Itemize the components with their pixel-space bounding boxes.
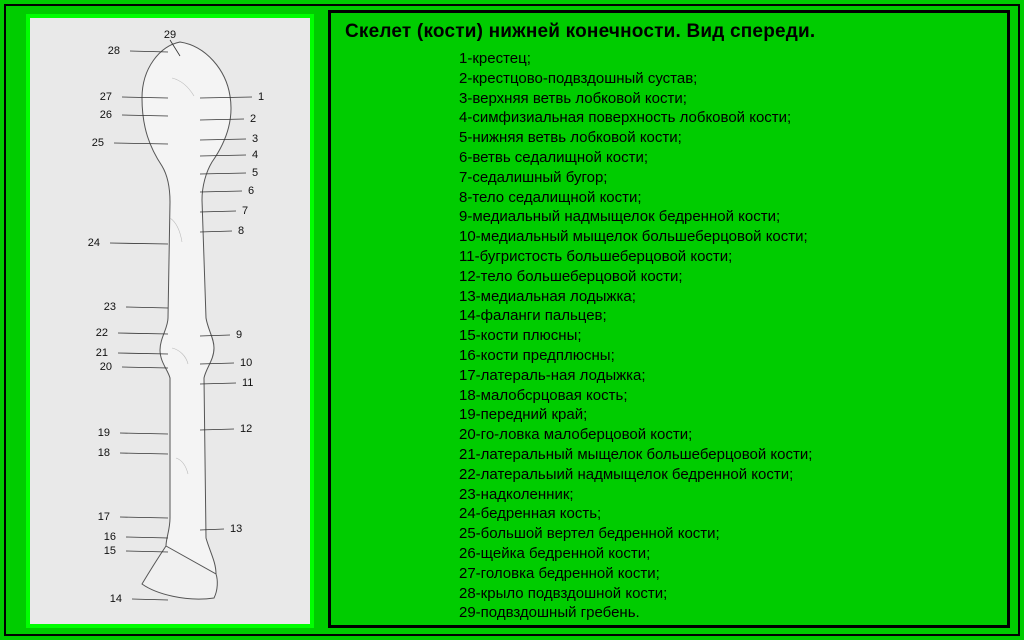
svg-text:18: 18 — [98, 447, 110, 459]
list-item: 15-кости плюсны; — [459, 326, 997, 346]
illustration-panel: 2928272625242322212019181716151412345678… — [26, 14, 314, 628]
svg-text:26: 26 — [100, 109, 112, 121]
svg-text:1: 1 — [258, 91, 264, 103]
svg-text:27: 27 — [100, 91, 112, 103]
svg-text:11: 11 — [242, 377, 253, 389]
list-item: 1-крестец; — [459, 49, 997, 69]
svg-text:9: 9 — [236, 329, 242, 341]
svg-text:12: 12 — [240, 423, 252, 435]
svg-text:24: 24 — [88, 237, 100, 249]
list-item: 20-го-ловка малоберцовой кости; — [459, 425, 997, 445]
svg-text:16: 16 — [104, 531, 116, 543]
svg-text:19: 19 — [98, 427, 110, 439]
list-item: 16-кости предплюсны; — [459, 346, 997, 366]
svg-text:3: 3 — [252, 133, 258, 145]
svg-text:8: 8 — [238, 225, 244, 237]
list-item: 2-крестцово-подвздошный сустав; — [459, 69, 997, 89]
svg-text:23: 23 — [104, 301, 116, 313]
list-item: 21-латеральный мыщелок большеберцовой ко… — [459, 445, 997, 465]
list-item: 25-большой вертел бедренной кости; — [459, 524, 997, 544]
svg-text:2: 2 — [250, 113, 256, 125]
panel-title: Скелет (кости) нижней конечности. Вид сп… — [345, 21, 997, 43]
list-item: 6-ветвь седалищной кости; — [459, 148, 997, 168]
item-list: 1-крестец;2-крестцово-подвздошный сустав… — [459, 49, 997, 623]
list-item: 10-медиальный мыщелок большеберцовой кос… — [459, 227, 997, 247]
list-item: 11-бугристость большеберцовой кости; — [459, 247, 997, 267]
svg-text:14: 14 — [110, 593, 122, 605]
list-item: 8-тело седалищной кости; — [459, 188, 997, 208]
text-panel: Скелет (кости) нижней конечности. Вид сп… — [328, 10, 1010, 628]
svg-text:15: 15 — [104, 545, 116, 557]
list-item: 7-седалишный бугор; — [459, 168, 997, 188]
svg-text:22: 22 — [96, 327, 108, 339]
svg-text:21: 21 — [96, 347, 108, 359]
list-item: 17-латераль-ная лодыжка; — [459, 366, 997, 386]
svg-text:13: 13 — [230, 523, 242, 535]
list-item: 19-передний край; — [459, 405, 997, 425]
list-item: 22-латеральыий надмыщелок бедренной кост… — [459, 465, 997, 485]
list-item: 3-верхняя ветвь лобковой кости; — [459, 89, 997, 109]
bone-svg: 2928272625242322212019181716151412345678… — [30, 18, 310, 624]
svg-text:17: 17 — [98, 511, 110, 523]
svg-text:10: 10 — [240, 357, 252, 369]
list-item: 23-надколенник; — [459, 485, 997, 505]
svg-text:6: 6 — [248, 185, 254, 197]
list-item: 12-тело большеберцовой кости; — [459, 267, 997, 287]
list-item: 27-головка бедренной кости; — [459, 564, 997, 584]
illustration: 2928272625242322212019181716151412345678… — [30, 18, 310, 624]
list-item: 18-малобсрцовая кость; — [459, 386, 997, 406]
list-item: 28-крыло подвздошной кости; — [459, 584, 997, 604]
list-item: 14-фаланги пальцев; — [459, 306, 997, 326]
list-item: 9-медиальный надмыщелок бедренной кости; — [459, 207, 997, 227]
list-item: 26-щейка бедренной кости; — [459, 544, 997, 564]
svg-text:25: 25 — [92, 137, 104, 149]
svg-text:4: 4 — [252, 149, 258, 161]
svg-text:28: 28 — [108, 45, 120, 57]
svg-text:7: 7 — [242, 205, 248, 217]
svg-text:29: 29 — [164, 29, 176, 41]
list-item: 4-симфизиальная поверхность лобковой кос… — [459, 108, 997, 128]
list-item: 24-бедренная кость; — [459, 504, 997, 524]
svg-text:20: 20 — [100, 361, 112, 373]
list-item: 5-нижняя ветвь лобковой кости; — [459, 128, 997, 148]
svg-text:5: 5 — [252, 167, 258, 179]
list-item: 13-медиальная лодыжка; — [459, 287, 997, 307]
list-item: 29-подвздошный гребень. — [459, 603, 997, 623]
